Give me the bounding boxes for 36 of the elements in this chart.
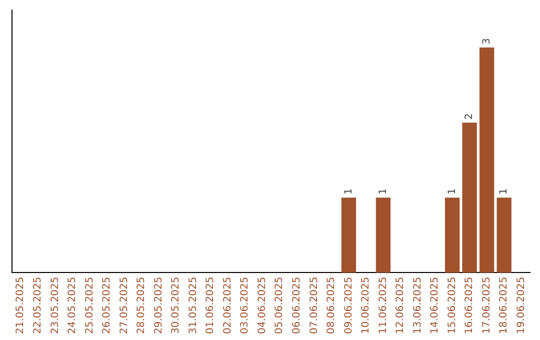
x-tick-label: 31.05.2025 <box>188 276 199 334</box>
x-tick-label: 11.06.2025 <box>378 276 389 334</box>
data-label: 1 <box>343 188 354 195</box>
x-tick-label: 18.06.2025 <box>498 276 510 334</box>
x-tick-label: 05.06.2025 <box>274 276 286 334</box>
x-tick-label: 23.05.2025 <box>50 276 61 334</box>
x-tick-label: 04.06.2025 <box>256 276 268 334</box>
data-label: 1 <box>378 188 389 195</box>
x-tick-label: 28.05.2025 <box>136 276 148 334</box>
x-tick-label: 24.05.2025 <box>67 276 78 334</box>
x-tick-label: 01.06.2025 <box>205 276 216 334</box>
x-tick-label: 22.05.2025 <box>32 276 44 334</box>
x-tick-label: 10.06.2025 <box>360 276 372 334</box>
x-tick-label: 16.06.2025 <box>464 276 476 334</box>
x-tick-label: 25.05.2025 <box>84 276 96 334</box>
x-tick-label: 17.06.2025 <box>481 276 492 334</box>
data-label: 2 <box>464 113 476 120</box>
x-tick-label: 15.06.2025 <box>446 276 458 334</box>
x-tick-label: 03.06.2025 <box>240 276 251 334</box>
x-tick-label: 12.06.2025 <box>395 276 406 334</box>
x-tick-label: 27.05.2025 <box>118 276 130 334</box>
x-tick-label: 06.06.2025 <box>291 276 302 334</box>
data-label: 1 <box>498 188 510 195</box>
x-tick-label: 30.05.2025 <box>170 276 182 334</box>
x-tick-label: 02.06.2025 <box>222 276 234 334</box>
data-label: 3 <box>481 38 492 45</box>
x-tick-label: 29.05.2025 <box>153 276 164 334</box>
x-tick-label: 26.05.2025 <box>102 276 113 334</box>
x-tick-label: 07.06.2025 <box>308 276 320 334</box>
x-tick-label: 13.06.2025 <box>412 276 424 334</box>
x-tick-label: 19.06.2025 <box>516 276 527 334</box>
x-tick-label: 21.05.2025 <box>15 276 26 334</box>
data-label: 1 <box>446 188 458 195</box>
x-tick-label: 09.06.2025 <box>343 276 354 334</box>
x-tick-label: 08.06.2025 <box>326 276 338 334</box>
x-tick-label: 14.06.2025 <box>430 276 441 334</box>
